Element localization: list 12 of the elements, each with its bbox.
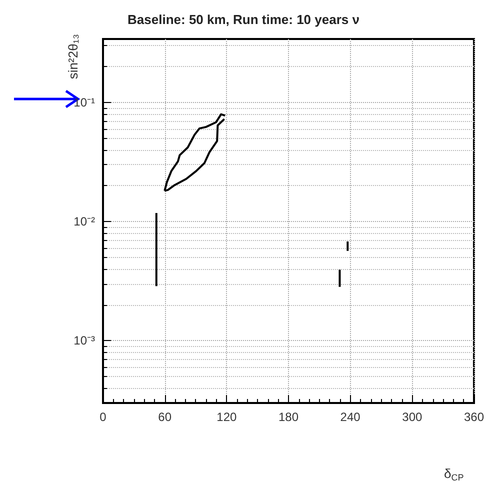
y-axis-title: sin²2θ₁₃ xyxy=(66,34,80,80)
x-tick-label: 240 xyxy=(340,410,361,424)
x-tick-label: 300 xyxy=(402,410,422,424)
x-tick-label: 60 xyxy=(158,410,172,424)
y-tick-label: 10⁻³ xyxy=(74,334,96,348)
y-tick-label: 10⁻² xyxy=(74,214,96,229)
x-tick-label: 360 xyxy=(464,410,484,424)
y-tick-label: 10⁻¹ xyxy=(74,95,96,110)
x-tick-label: 120 xyxy=(216,410,237,424)
x-tick-label: 180 xyxy=(278,410,299,424)
x-tick-label: 0 xyxy=(100,410,107,424)
chart-title: Baseline: 50 km, Run time: 10 years ν xyxy=(128,12,360,27)
